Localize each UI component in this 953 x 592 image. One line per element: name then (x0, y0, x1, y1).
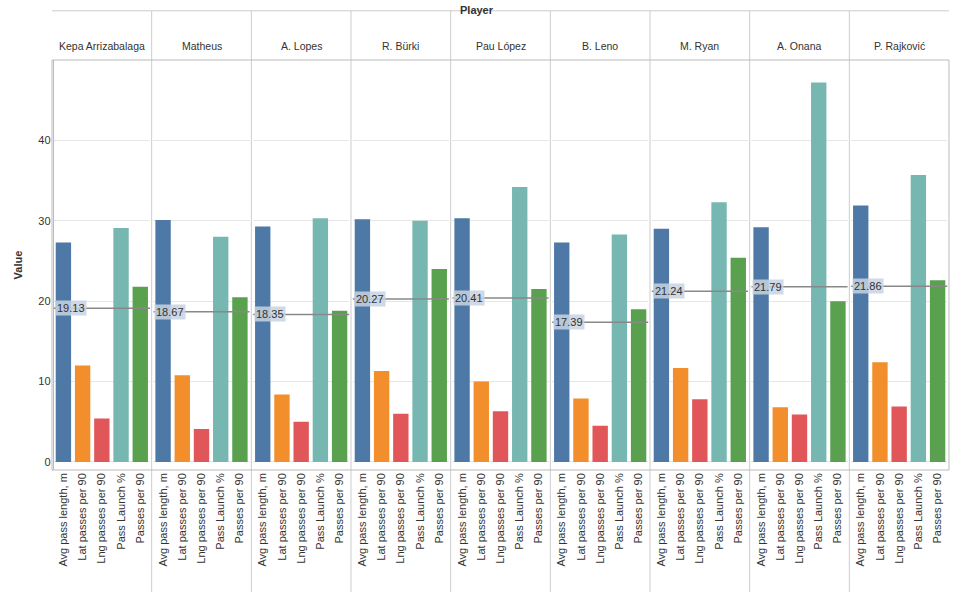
svg-text:Lng passes per 90: Lng passes per 90 (295, 473, 307, 564)
svg-text:Avg pass length, m: Avg pass length, m (256, 473, 268, 566)
svg-text:Lng passes per 90: Lng passes per 90 (394, 473, 406, 564)
svg-text:20: 20 (38, 295, 50, 307)
svg-text:Pass Launch %: Pass Launch % (115, 473, 127, 550)
svg-text:Avg pass length, m: Avg pass length, m (57, 473, 69, 566)
svg-text:Pass Launch %: Pass Launch % (414, 473, 426, 550)
svg-text:Passes per 90: Passes per 90 (931, 473, 943, 543)
svg-text:Lat passes per 90: Lat passes per 90 (276, 473, 288, 560)
svg-text:Pass Launch %: Pass Launch % (214, 473, 226, 550)
svg-text:Lat passes per 90: Lat passes per 90 (375, 473, 387, 560)
svg-text:A. Lopes: A. Lopes (281, 40, 322, 52)
svg-text:Lat passes per 90: Lat passes per 90 (76, 473, 88, 560)
svg-text:Pass Launch %: Pass Launch % (912, 473, 924, 550)
svg-text:Lng passes per 90: Lng passes per 90 (793, 473, 805, 564)
svg-text:Pass Launch %: Pass Launch % (513, 473, 525, 550)
svg-text:30: 30 (38, 215, 50, 227)
svg-text:Pass Launch %: Pass Launch % (314, 473, 326, 550)
svg-text:Pass Launch %: Pass Launch % (713, 473, 725, 550)
svg-text:21.86: 21.86 (854, 280, 882, 292)
svg-text:Avg pass length, m: Avg pass length, m (655, 473, 667, 566)
svg-text:Avg pass length, m: Avg pass length, m (456, 473, 468, 566)
svg-text:A. Onana: A. Onana (777, 40, 822, 52)
svg-text:Avg pass length, m: Avg pass length, m (157, 473, 169, 566)
svg-text:Passes per 90: Passes per 90 (134, 473, 146, 543)
svg-text:Avg pass length, m: Avg pass length, m (854, 473, 866, 566)
svg-text:R. Bürki: R. Bürki (382, 40, 419, 52)
svg-text:Avg pass length, m: Avg pass length, m (555, 473, 567, 566)
svg-text:Lng passes per 90: Lng passes per 90 (693, 473, 705, 564)
svg-text:Pass Launch %: Pass Launch % (812, 473, 824, 550)
svg-text:Lng passes per 90: Lng passes per 90 (594, 473, 606, 564)
svg-text:Lat passes per 90: Lat passes per 90 (475, 473, 487, 560)
svg-text:P. Rajković: P. Rajković (874, 40, 925, 52)
svg-text:40: 40 (38, 134, 50, 146)
svg-text:20.41: 20.41 (455, 292, 483, 304)
svg-text:20.27: 20.27 (356, 293, 384, 305)
svg-text:Pass Launch %: Pass Launch % (613, 473, 625, 550)
svg-text:18.67: 18.67 (156, 306, 184, 318)
svg-text:Player: Player (460, 4, 494, 16)
svg-text:0: 0 (44, 456, 50, 468)
svg-text:Lat passes per 90: Lat passes per 90 (674, 473, 686, 560)
svg-text:Lng passes per 90: Lng passes per 90 (494, 473, 506, 564)
svg-text:Kepa Arrizabalaga: Kepa Arrizabalaga (59, 40, 145, 52)
svg-text:Passes per 90: Passes per 90 (333, 473, 345, 543)
svg-text:Pau López: Pau López (476, 40, 526, 52)
svg-text:Passes per 90: Passes per 90 (533, 473, 545, 543)
svg-text:Passes per 90: Passes per 90 (234, 473, 246, 543)
svg-text:Passes per 90: Passes per 90 (433, 473, 445, 543)
svg-text:Lat passes per 90: Lat passes per 90 (874, 473, 886, 560)
svg-text:Avg pass length, m: Avg pass length, m (356, 473, 368, 566)
svg-text:Value: Value (12, 251, 24, 280)
svg-text:19.13: 19.13 (57, 302, 85, 314)
svg-text:Lng passes per 90: Lng passes per 90 (95, 473, 107, 564)
svg-text:B. Leno: B. Leno (582, 40, 618, 52)
svg-text:Passes per 90: Passes per 90 (732, 473, 744, 543)
svg-text:Lng passes per 90: Lng passes per 90 (893, 473, 905, 564)
svg-text:Lat passes per 90: Lat passes per 90 (774, 473, 786, 560)
svg-text:Passes per 90: Passes per 90 (632, 473, 644, 543)
svg-text:M. Ryan: M. Ryan (680, 40, 719, 52)
svg-text:17.39: 17.39 (555, 316, 583, 328)
svg-text:Avg pass length, m: Avg pass length, m (755, 473, 767, 566)
svg-text:Lat passes per 90: Lat passes per 90 (575, 473, 587, 560)
svg-text:18.35: 18.35 (256, 308, 284, 320)
svg-text:10: 10 (38, 375, 50, 387)
svg-text:21.79: 21.79 (754, 281, 782, 293)
svg-text:Matheus: Matheus (182, 40, 222, 52)
svg-text:Lng passes per 90: Lng passes per 90 (195, 473, 207, 564)
svg-text:21.24: 21.24 (655, 285, 683, 297)
svg-text:Passes per 90: Passes per 90 (832, 473, 844, 543)
svg-text:Lat passes per 90: Lat passes per 90 (176, 473, 188, 560)
